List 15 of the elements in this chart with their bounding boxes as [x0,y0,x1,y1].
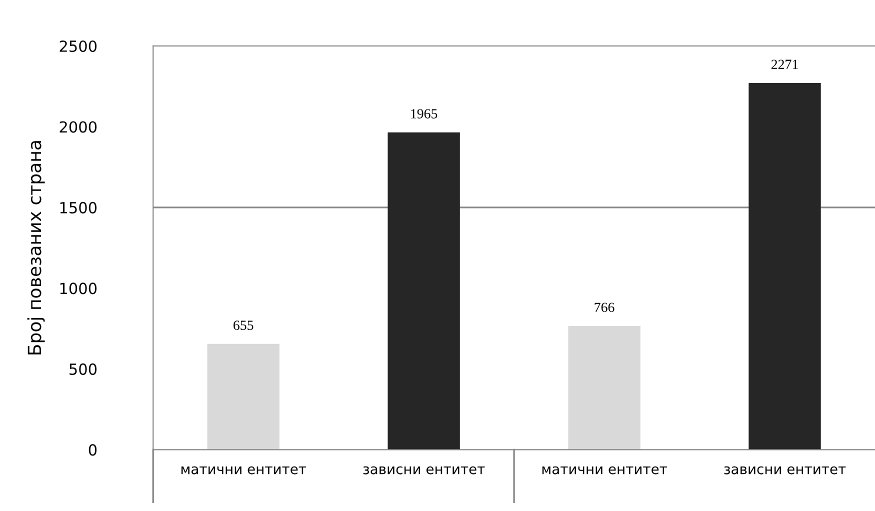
data-label: 766 [594,302,614,312]
x-tick-label: зависни ентитет [724,466,846,474]
y-tick-label: 500 [70,363,97,375]
data-label: 1965 [411,109,438,118]
data-label: 655 [234,320,254,330]
x-tick-label: зависни ентитет [363,466,485,474]
y-tick-label: 2500 [60,40,97,52]
y-axis-title: Број повезаних страна [27,141,45,354]
x-tick-label: матични ентитет [542,466,668,474]
y-tick-label: 1000 [60,282,97,294]
x-tick-label: матични ентитет [181,466,306,474]
y-tick-label: 1500 [60,202,97,214]
y-tick-label: 2000 [60,121,97,133]
data-label: 2271 [771,60,798,69]
y-tick-label: 0 [88,444,97,456]
